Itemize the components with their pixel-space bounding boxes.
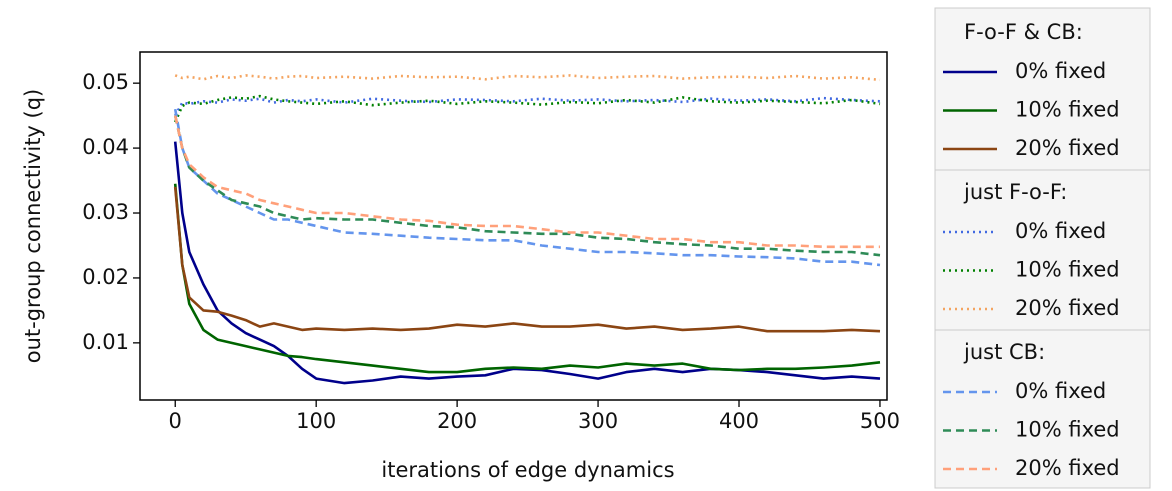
x-tick-label: 0 — [169, 409, 182, 433]
y-tick-label: 0.01 — [82, 330, 129, 354]
legend-label: 20% fixed — [1015, 296, 1120, 320]
y-tick-label: 0.03 — [82, 200, 129, 224]
legend-label: 10% fixed — [1015, 418, 1120, 442]
legend-group-title: just F-o-F: — [963, 180, 1067, 204]
x-tick-label: 300 — [578, 409, 618, 433]
x-axis-label: iterations of edge dynamics — [381, 458, 674, 482]
data-line — [173, 141, 881, 385]
x-tick-label: 200 — [437, 409, 477, 433]
legend-box — [934, 7, 1151, 489]
data-line — [173, 115, 880, 249]
data-line — [174, 74, 881, 82]
legend-group-title: just CB: — [963, 340, 1045, 364]
data-line — [173, 186, 881, 333]
y-tick-label: 0.04 — [82, 135, 129, 159]
legend-label: 10% fixed — [1015, 258, 1120, 282]
legend-label: 0% fixed — [1015, 379, 1106, 403]
data-line — [174, 96, 881, 117]
legend-label: 0% fixed — [1015, 59, 1106, 83]
data-line — [173, 183, 881, 374]
data-line — [173, 108, 881, 267]
plot-frame — [139, 51, 888, 401]
legend-label: 20% fixed — [1015, 456, 1120, 480]
legend-group-title: F-o-F & CB: — [964, 20, 1083, 44]
x-tick-label: 100 — [296, 409, 336, 433]
x-tick-label: 400 — [719, 409, 759, 433]
x-tick-label: 500 — [860, 409, 900, 433]
legend-label: 10% fixed — [1015, 98, 1120, 122]
y-axis-label: out-group connectivity (q) — [21, 89, 45, 364]
y-tick-label: 0.02 — [82, 265, 129, 289]
legend-label: 20% fixed — [1015, 136, 1120, 160]
data-line — [173, 115, 881, 257]
legend-label: 0% fixed — [1015, 219, 1106, 243]
y-tick-label: 0.05 — [82, 70, 129, 94]
